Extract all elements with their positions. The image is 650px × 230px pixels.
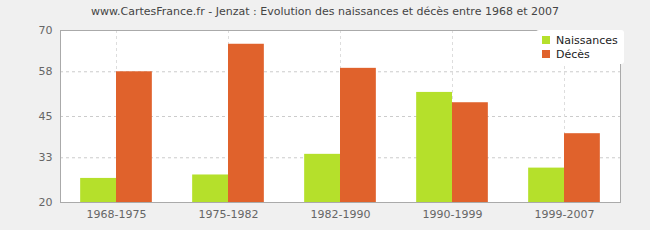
svg-text:1968-1975: 1968-1975 [87, 208, 147, 221]
svg-text:20: 20 [39, 196, 53, 209]
html-text:Décès: Décès [556, 47, 590, 61]
svg-text:1999-2007: 1999-2007 [535, 208, 595, 221]
html-text:Naissances: Naissances [556, 33, 618, 47]
svg-text:58: 58 [39, 65, 53, 78]
svg-text:1990-1999: 1990-1999 [423, 208, 483, 221]
html-text:www.CartesFrance.fr - Jenzat :: www.CartesFrance.fr - Jenzat : Evolution… [91, 5, 559, 18]
svg-text:45: 45 [39, 110, 53, 123]
svg-text:33: 33 [39, 151, 53, 164]
svg-text:1975-1982: 1975-1982 [199, 208, 259, 221]
svg-text:70: 70 [39, 24, 53, 37]
svg-text:1982-1990: 1982-1990 [311, 208, 371, 221]
